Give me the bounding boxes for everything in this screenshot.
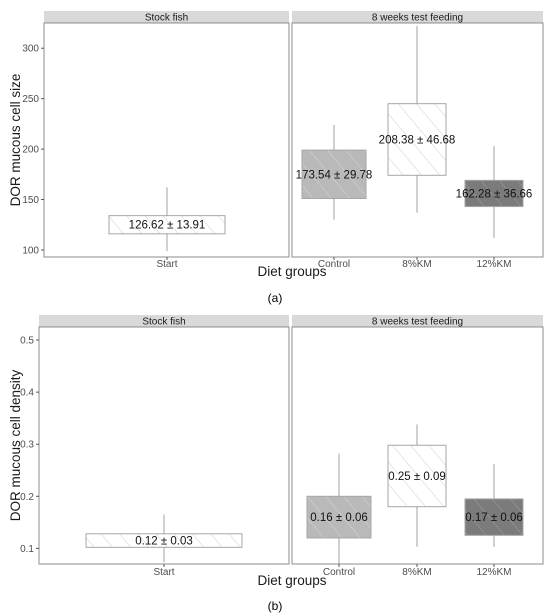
box-body <box>464 498 524 536</box>
y-tick-label: 0.2 <box>20 492 34 503</box>
facet-strip <box>39 315 289 327</box>
box-8pctkm: 0.25 ± 0.09 8%KM <box>387 424 447 578</box>
y-axis: 100 150 200 250 300 <box>22 44 44 256</box>
box-body <box>387 103 447 176</box>
box-value-label: 162.28 ± 36.66 <box>456 188 533 200</box>
x-tick-label: 12%KM <box>476 567 511 578</box>
x-axis-title: Diet groups <box>257 264 326 279</box>
box-8pctkm: 208.38 ± 46.68 8%KM <box>379 26 456 270</box>
box-12pctkm: 0.17 ± 0.06 12%KM <box>464 463 524 578</box>
x-tick-label: 12%KM <box>476 259 511 270</box>
y-tick-label: 0.1 <box>20 544 34 555</box>
x-axis-title: Diet groups <box>257 573 326 588</box>
x-tick-label: 8%KM <box>402 259 431 270</box>
box-control: 173.54 ± 29.78 Control <box>296 124 373 270</box>
box-body <box>301 149 367 200</box>
x-tick-label: Control <box>323 567 355 578</box>
box-control: 0.16 ± 0.06 Control <box>306 453 372 578</box>
facet-test-feeding: 8 weeks test feeding 173.54 ± 29.78 Contro… <box>291 11 544 270</box>
y-axis-title: DOR mucous cell size <box>8 74 23 207</box>
facet-title: Stock fish <box>142 317 185 328</box>
box-body <box>464 179 524 208</box>
box-value-label: 0.16 ± 0.06 <box>310 512 367 524</box>
box-value-label: 0.25 ± 0.09 <box>388 471 445 483</box>
box-body <box>108 215 226 235</box>
box-12pctkm: 162.28 ± 36.66 12%KM <box>456 146 533 270</box>
y-axis: 0.1 0.2 0.3 0.4 0.5 <box>20 336 39 555</box>
box-value-label: 0.17 ± 0.06 <box>465 512 522 524</box>
y-tick-label: 300 <box>22 44 39 55</box>
y-tick-label: 200 <box>22 145 39 156</box>
facet-title: Stock fish <box>145 13 188 24</box>
y-tick-label: 100 <box>22 245 39 256</box>
chart-panel-b: Stock fish 0.12 ± 0.03 Start 8 weeks test f… <box>8 315 544 613</box>
box-value-label: 126.62 ± 13.91 <box>129 220 206 232</box>
facet-stock-fish: Stock fish 126.62 ± 13.91 Start <box>43 11 290 270</box>
box-body <box>387 444 447 508</box>
x-tick-label: Start <box>156 259 177 270</box>
box-start: 0.12 ± 0.03 Start <box>85 514 243 578</box>
box-value-label: 0.12 ± 0.03 <box>135 536 192 548</box>
x-tick-label: Start <box>153 567 174 578</box>
facet-strip <box>292 315 543 327</box>
y-tick-label: 0.3 <box>20 440 34 451</box>
box-value-label: 173.54 ± 29.78 <box>296 169 373 181</box>
box-start: 126.62 ± 13.91 Start <box>108 187 226 270</box>
chart-panel-a: Stock fish 126.62 ± 13.91 Start 8 weeks tes… <box>8 11 544 305</box>
y-tick-label: 0.4 <box>20 388 34 399</box>
box-body <box>306 495 372 539</box>
y-tick-label: 0.5 <box>20 336 34 347</box>
y-tick-label: 250 <box>22 94 39 105</box>
box-body <box>85 533 243 548</box>
panel-label: (a) <box>268 291 283 305</box>
facet-stock-fish: Stock fish 0.12 ± 0.03 Start <box>38 315 290 578</box>
x-tick-label: Control <box>318 259 350 270</box>
box-value-label: 208.38 ± 46.68 <box>379 134 456 146</box>
panel-label: (b) <box>268 599 283 613</box>
y-tick-label: 150 <box>22 195 39 206</box>
facet-title: 8 weeks test feeding <box>372 317 463 328</box>
x-tick-label: 8%KM <box>402 567 431 578</box>
facet-strip <box>292 11 543 23</box>
facet-title: 8 weeks test feeding <box>372 13 463 24</box>
facet-strip <box>44 11 289 23</box>
y-axis-title: DOR mucous cell density <box>8 369 23 521</box>
